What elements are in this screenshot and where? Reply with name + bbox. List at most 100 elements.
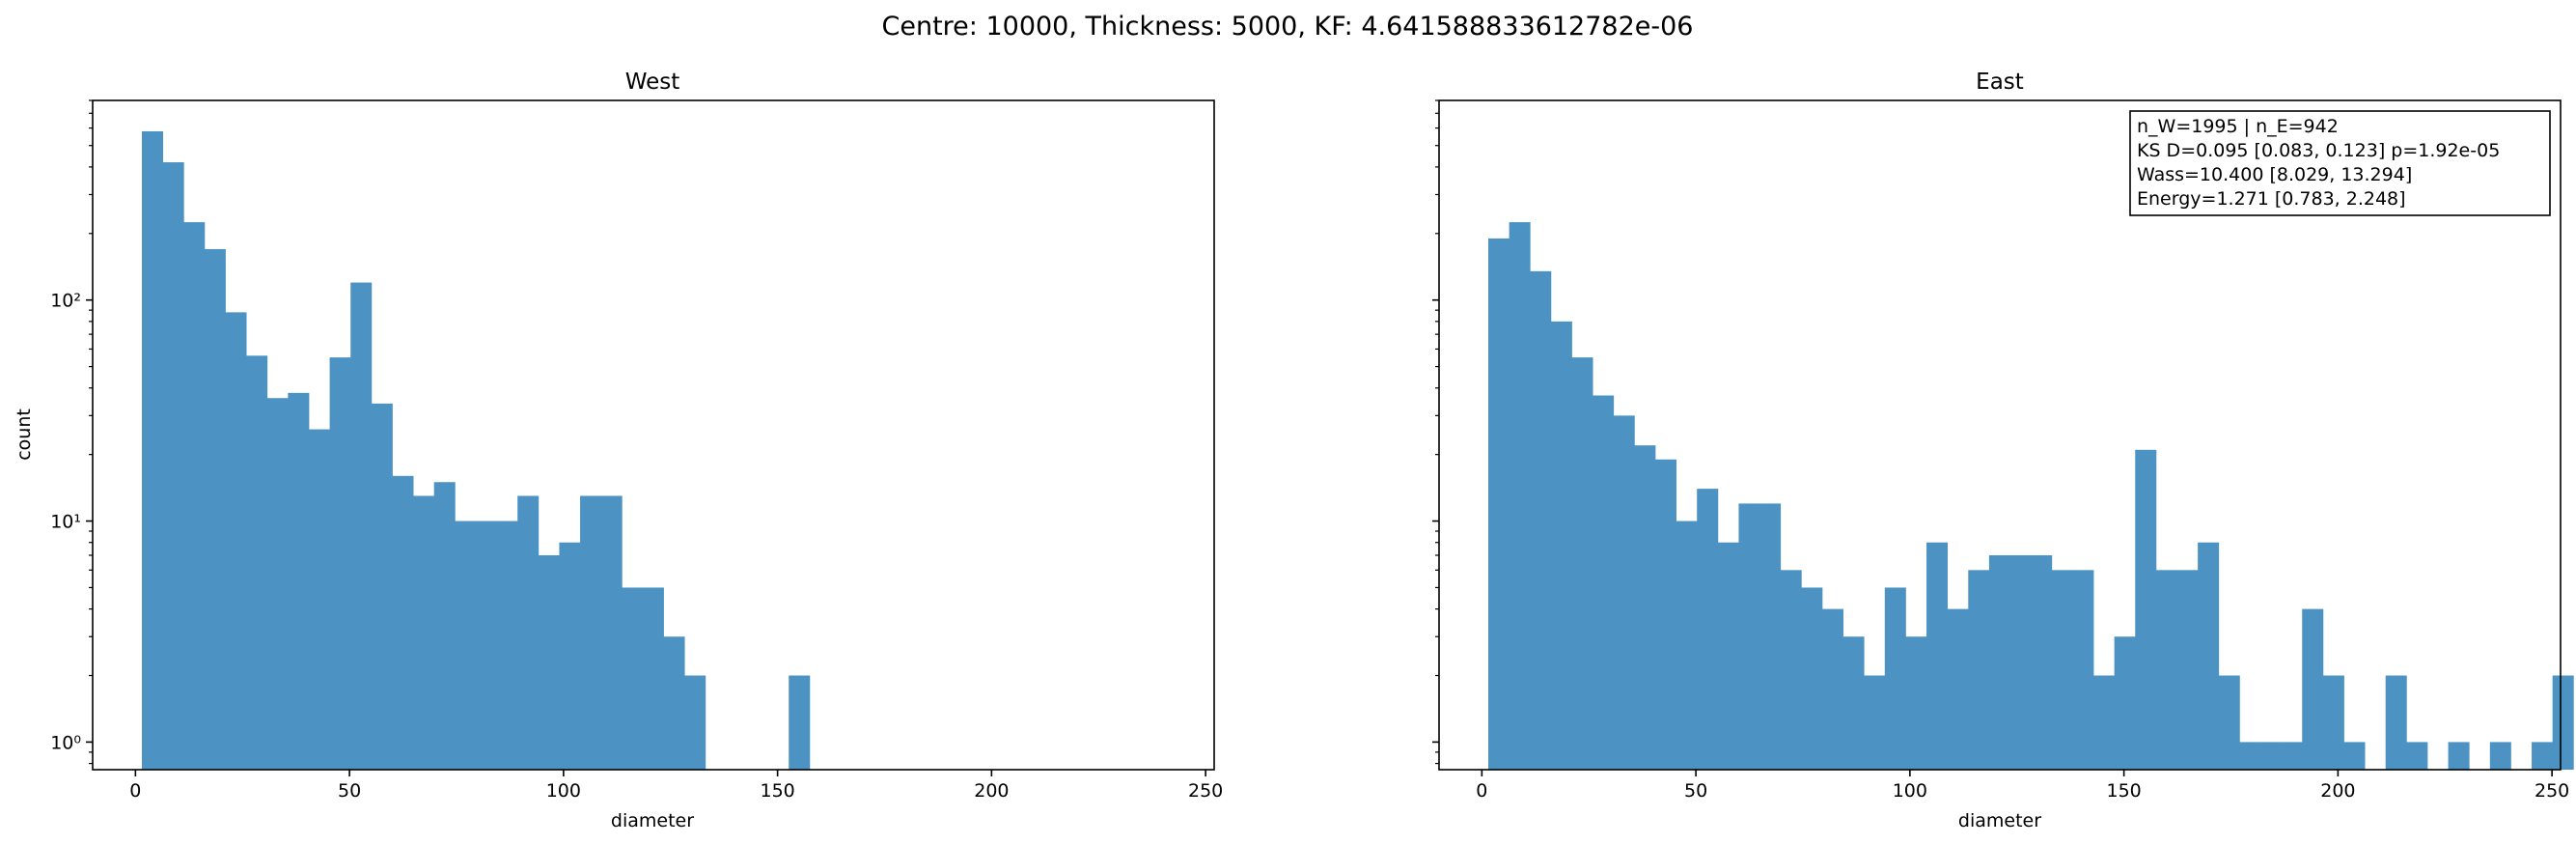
stats-line-ks: KS D=0.095 [0.083, 0.123] p=1.92e-05	[2137, 140, 2500, 161]
panel-east: East 0 50 100 150 200 250 diameter n_W=1995 |…	[1432, 70, 2574, 831]
xticks-west: 0 50 100 150 200 250	[129, 770, 1223, 802]
histogram-bar	[2198, 542, 2220, 770]
y-tick-label: 10²	[50, 291, 81, 312]
histogram-bar	[1571, 357, 1593, 770]
histogram-bar	[2552, 675, 2574, 770]
histogram-bar	[2031, 555, 2053, 770]
histogram-bar	[1717, 542, 1739, 770]
histogram-bar	[2322, 675, 2344, 770]
stats-box	[2129, 110, 2551, 216]
histogram-bar	[308, 429, 330, 770]
histogram-bar	[162, 162, 184, 771]
histogram-bar	[1947, 608, 1969, 770]
histogram-bar	[2051, 570, 2073, 770]
x-tick-label: 200	[2320, 780, 2355, 802]
ylabel-west: count	[14, 408, 35, 461]
histogram-bar	[2532, 742, 2554, 770]
histogram-bar	[1613, 415, 1635, 770]
histogram-bar	[496, 521, 518, 770]
histogram-bar	[2448, 742, 2470, 770]
yticks-east	[1432, 99, 1439, 765]
histogram-bar	[2489, 742, 2511, 770]
axes-frame-east	[1438, 99, 2562, 771]
histogram-bar	[663, 636, 685, 770]
x-tick-label: 200	[974, 780, 1009, 802]
histogram-bar	[183, 222, 206, 770]
x-tick-label: 50	[1684, 780, 1707, 802]
histogram-bar	[246, 355, 268, 770]
axes-frame-west	[92, 99, 1215, 771]
stats-line-counts: n_W=1995 | n_E=942	[2137, 116, 2339, 137]
histogram-bar	[559, 542, 581, 770]
histogram-bar	[1654, 459, 1676, 770]
histogram-bar	[1821, 608, 1843, 770]
histogram-bar	[1634, 445, 1656, 770]
histogram-bar	[2009, 555, 2032, 770]
y-tick-label: 10⁰	[50, 732, 81, 753]
panel-title-west: West	[625, 70, 680, 95]
bars-east	[1488, 222, 2574, 771]
histogram-bar	[392, 475, 414, 770]
x-tick-label: 150	[2106, 780, 2141, 802]
histogram-bar	[1884, 587, 1906, 770]
histogram-bar	[1864, 675, 1886, 770]
histogram-bar	[1801, 587, 1823, 770]
histogram-bar	[1676, 521, 1698, 770]
histogram-bar	[266, 398, 289, 770]
histogram-bar	[622, 587, 644, 770]
histogram-bar	[1905, 636, 1927, 770]
histogram-bar	[2176, 570, 2199, 770]
histogram-bar	[2259, 742, 2283, 770]
xlabel-west: diameter	[611, 810, 694, 831]
histogram-bar	[2218, 675, 2240, 770]
histogram-bar	[2281, 742, 2303, 770]
histogram-bar	[204, 248, 226, 770]
histogram-bar	[1550, 321, 1572, 770]
histogram-bar	[225, 312, 247, 770]
histogram-bar	[142, 130, 164, 770]
histogram-bar	[1509, 222, 1531, 770]
histogram-bar	[350, 282, 373, 770]
histogram-bar	[517, 495, 540, 770]
histogram-bar	[789, 675, 811, 770]
x-tick-label: 0	[129, 780, 141, 802]
histogram-bar	[433, 482, 456, 770]
histogram-bar	[2302, 608, 2324, 770]
histogram-bar	[1988, 555, 2010, 770]
histogram-bar	[2093, 675, 2116, 770]
bars-west	[142, 130, 811, 771]
yticks-west: 10⁰ 10¹ 10²	[50, 99, 93, 765]
x-tick-label: 250	[1188, 780, 1223, 802]
x-tick-label: 100	[546, 780, 581, 802]
histogram-bar	[455, 521, 477, 770]
histogram-bar	[1842, 636, 1865, 770]
histogram-bar	[2114, 636, 2136, 770]
stats-line-wass: Wass=10.400 [8.029, 13.294]	[2137, 164, 2412, 185]
histogram-bar	[1738, 503, 1760, 770]
xticks-east: 0 50 100 150 200 250	[1476, 770, 2569, 802]
histogram-bar	[2072, 570, 2094, 770]
histogram-bar	[329, 357, 351, 770]
stats-annotation: n_W=1995 | n_E=942 KS D=0.095 [0.083, 0.…	[2129, 110, 2551, 216]
histogram-bar	[1968, 570, 1990, 770]
histogram-bar	[1488, 238, 1510, 770]
x-tick-label: 100	[1893, 780, 1927, 802]
histogram-bar	[288, 392, 310, 770]
x-tick-label: 150	[760, 780, 794, 802]
histogram-bar	[2385, 675, 2407, 770]
histogram-bar	[2239, 742, 2261, 770]
xlabel-east: diameter	[1958, 810, 2041, 831]
y-tick-label: 10¹	[50, 512, 81, 533]
histogram-bar	[1530, 270, 1552, 771]
histogram-bar	[580, 495, 602, 770]
x-tick-label: 50	[338, 780, 361, 802]
histogram-bar	[2343, 742, 2366, 770]
histogram-bar	[1759, 503, 1782, 770]
panel-title-east: East	[1976, 70, 2024, 95]
histogram-bar	[538, 555, 560, 770]
histogram-bar	[413, 495, 435, 770]
histogram-bar	[600, 495, 623, 770]
histogram-bar	[1926, 542, 1949, 770]
